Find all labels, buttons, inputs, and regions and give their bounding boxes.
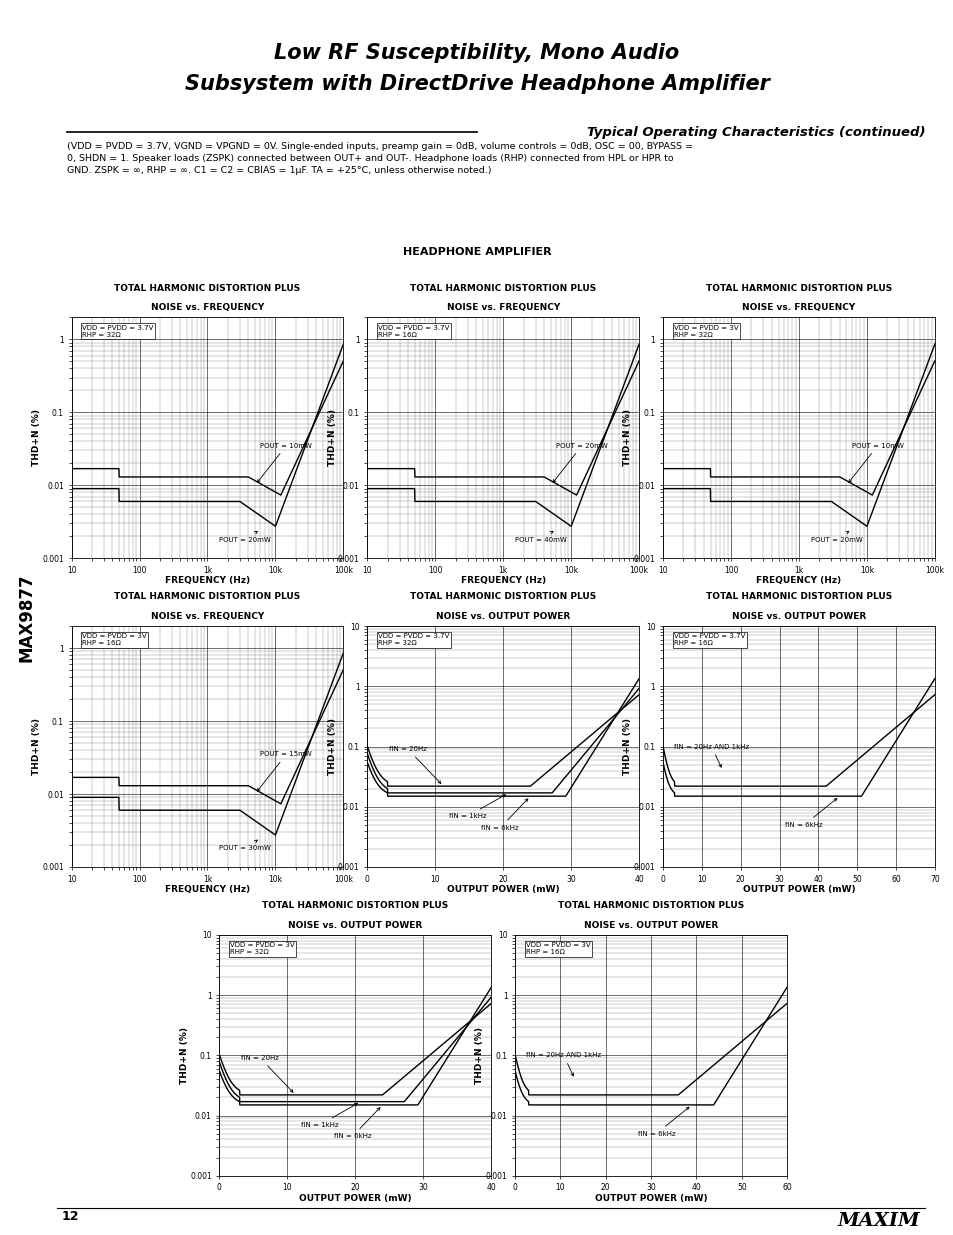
- Text: (VDD = PVDD = 3.7V, VGND = VPGND = 0V. Single-ended inputs, preamp gain = 0dB, v: (VDD = PVDD = 3.7V, VGND = VPGND = 0V. S…: [67, 142, 692, 174]
- Text: Typical Operating Characteristics (continued): Typical Operating Characteristics (conti…: [586, 126, 924, 138]
- Text: TOTAL HARMONIC DISTORTION PLUS: TOTAL HARMONIC DISTORTION PLUS: [558, 902, 743, 910]
- Text: NOISE vs. OUTPUT POWER: NOISE vs. OUTPUT POWER: [583, 921, 718, 930]
- Text: VDD = PVDD = 3V
RHP = 32Ω: VDD = PVDD = 3V RHP = 32Ω: [230, 942, 294, 955]
- Text: TOTAL HARMONIC DISTORTION PLUS: TOTAL HARMONIC DISTORTION PLUS: [705, 593, 891, 601]
- Text: POUT = 15mW: POUT = 15mW: [257, 751, 312, 792]
- Text: MAX9877: MAX9877: [18, 573, 35, 662]
- Text: POUT = 40mW: POUT = 40mW: [515, 531, 566, 542]
- Text: fIN = 1kHz: fIN = 1kHz: [300, 1103, 357, 1128]
- Text: VDD = PVDD = 3V
RHP = 16Ω: VDD = PVDD = 3V RHP = 16Ω: [82, 634, 147, 646]
- Text: VDD = PVDD = 3.7V
RHP = 32Ω: VDD = PVDD = 3.7V RHP = 32Ω: [82, 325, 153, 337]
- Text: NOISE vs. OUTPUT POWER: NOISE vs. OUTPUT POWER: [288, 921, 422, 930]
- Text: NOISE vs. FREQUENCY: NOISE vs. FREQUENCY: [151, 613, 264, 621]
- X-axis label: FREQUENCY (Hz): FREQUENCY (Hz): [165, 577, 250, 585]
- Text: NOISE vs. OUTPUT POWER: NOISE vs. OUTPUT POWER: [436, 613, 570, 621]
- Text: POUT = 20mW: POUT = 20mW: [810, 531, 862, 542]
- Text: HEADPHONE AMPLIFIER: HEADPHONE AMPLIFIER: [402, 247, 551, 257]
- Text: fIN = 6kHz: fIN = 6kHz: [334, 1108, 379, 1140]
- Text: TOTAL HARMONIC DISTORTION PLUS: TOTAL HARMONIC DISTORTION PLUS: [114, 593, 300, 601]
- Text: NOISE vs. FREQUENCY: NOISE vs. FREQUENCY: [446, 304, 559, 312]
- Text: POUT = 10mW: POUT = 10mW: [848, 442, 902, 483]
- Text: VDD = PVDD = 3.7V
RHP = 16Ω: VDD = PVDD = 3.7V RHP = 16Ω: [673, 634, 744, 646]
- Y-axis label: THD+N (%): THD+N (%): [327, 718, 336, 776]
- X-axis label: FREQUENCY (Hz): FREQUENCY (Hz): [165, 885, 250, 894]
- Text: fIN = 20Hz AND 1kHz: fIN = 20Hz AND 1kHz: [673, 743, 748, 767]
- X-axis label: OUTPUT POWER (mW): OUTPUT POWER (mW): [446, 885, 559, 894]
- Text: fIN = 20Hz: fIN = 20Hz: [241, 1055, 293, 1092]
- Text: POUT = 30mW: POUT = 30mW: [219, 840, 271, 851]
- Y-axis label: THD+N (%): THD+N (%): [622, 718, 632, 776]
- Text: TOTAL HARMONIC DISTORTION PLUS: TOTAL HARMONIC DISTORTION PLUS: [410, 593, 596, 601]
- Text: VDD = PVDD = 3.7V
RHP = 16Ω: VDD = PVDD = 3.7V RHP = 16Ω: [377, 325, 449, 337]
- Y-axis label: THD+N (%): THD+N (%): [327, 409, 336, 467]
- Text: TOTAL HARMONIC DISTORTION PLUS: TOTAL HARMONIC DISTORTION PLUS: [114, 284, 300, 293]
- Text: fIN = 6kHz: fIN = 6kHz: [637, 1108, 688, 1136]
- Text: VDD = PVDD = 3V
RHP = 16Ω: VDD = PVDD = 3V RHP = 16Ω: [525, 942, 590, 955]
- Text: 12: 12: [62, 1210, 79, 1224]
- Text: fIN = 6kHz: fIN = 6kHz: [784, 799, 836, 827]
- Text: VDD = PVDD = 3.7V
RHP = 32Ω: VDD = PVDD = 3.7V RHP = 32Ω: [377, 634, 449, 646]
- Text: Subsystem with DirectDrive Headphone Amplifier: Subsystem with DirectDrive Headphone Amp…: [184, 74, 769, 94]
- Text: POUT = 20mW: POUT = 20mW: [219, 531, 271, 542]
- Text: MAXIM: MAXIM: [837, 1212, 920, 1230]
- Text: fIN = 1kHz: fIN = 1kHz: [448, 794, 505, 819]
- Text: TOTAL HARMONIC DISTORTION PLUS: TOTAL HARMONIC DISTORTION PLUS: [410, 284, 596, 293]
- Y-axis label: THD+N (%): THD+N (%): [31, 718, 41, 776]
- Text: fIN = 20Hz AND 1kHz: fIN = 20Hz AND 1kHz: [525, 1052, 600, 1076]
- Text: NOISE vs. FREQUENCY: NOISE vs. FREQUENCY: [741, 304, 855, 312]
- Y-axis label: THD+N (%): THD+N (%): [31, 409, 41, 467]
- Text: fIN = 20Hz: fIN = 20Hz: [389, 746, 440, 783]
- X-axis label: FREQUENCY (Hz): FREQUENCY (Hz): [460, 577, 545, 585]
- Text: fIN = 6kHz: fIN = 6kHz: [481, 799, 527, 831]
- Text: NOISE vs. FREQUENCY: NOISE vs. FREQUENCY: [151, 304, 264, 312]
- Text: POUT = 20mW: POUT = 20mW: [553, 442, 607, 483]
- Text: TOTAL HARMONIC DISTORTION PLUS: TOTAL HARMONIC DISTORTION PLUS: [705, 284, 891, 293]
- Y-axis label: THD+N (%): THD+N (%): [475, 1026, 484, 1084]
- Y-axis label: THD+N (%): THD+N (%): [622, 409, 632, 467]
- Text: Low RF Susceptibility, Mono Audio: Low RF Susceptibility, Mono Audio: [274, 43, 679, 63]
- X-axis label: OUTPUT POWER (mW): OUTPUT POWER (mW): [298, 1194, 412, 1203]
- Text: NOISE vs. OUTPUT POWER: NOISE vs. OUTPUT POWER: [731, 613, 865, 621]
- X-axis label: FREQUENCY (Hz): FREQUENCY (Hz): [756, 577, 841, 585]
- Text: VDD = PVDD = 3V
RHP = 32Ω: VDD = PVDD = 3V RHP = 32Ω: [673, 325, 738, 337]
- Y-axis label: THD+N (%): THD+N (%): [179, 1026, 189, 1084]
- X-axis label: OUTPUT POWER (mW): OUTPUT POWER (mW): [594, 1194, 707, 1203]
- X-axis label: OUTPUT POWER (mW): OUTPUT POWER (mW): [741, 885, 855, 894]
- Text: POUT = 10mW: POUT = 10mW: [257, 442, 312, 483]
- Text: TOTAL HARMONIC DISTORTION PLUS: TOTAL HARMONIC DISTORTION PLUS: [262, 902, 448, 910]
